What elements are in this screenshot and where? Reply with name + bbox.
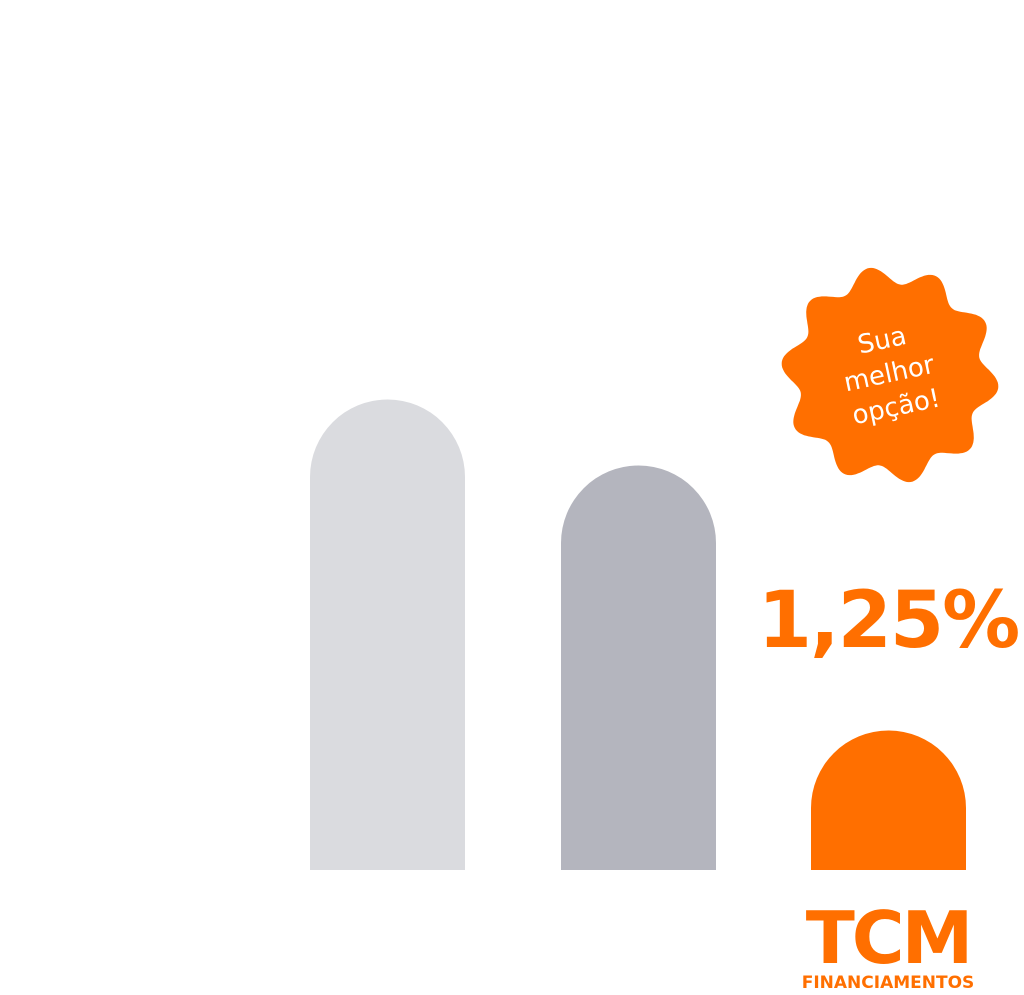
bar-light — [310, 399, 465, 870]
bar-orange — [811, 730, 966, 870]
rate: 1,25% — [758, 576, 1019, 666]
brand-name: TCM — [806, 896, 971, 980]
bar-gray — [561, 465, 716, 870]
badge-shape — [781, 267, 999, 483]
brand-subtitle: FINANCIAMENTOS — [802, 973, 975, 993]
